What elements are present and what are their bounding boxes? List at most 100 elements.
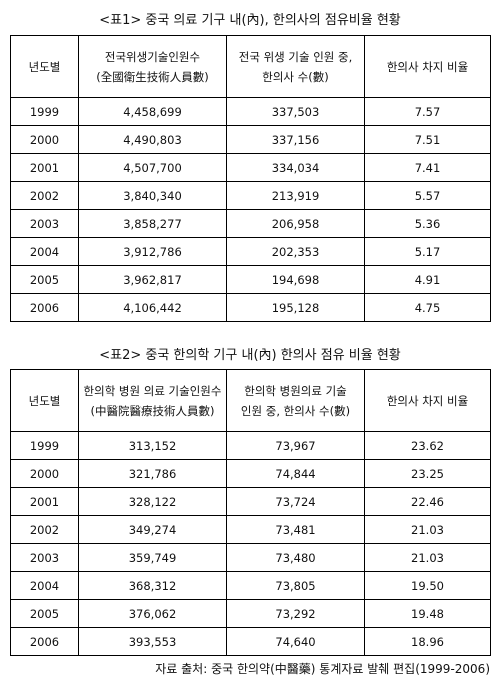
data-row: 2004 368,312 73,805 19.50 bbox=[10, 571, 491, 600]
header-text: 한의사 수(數) bbox=[262, 69, 329, 84]
header-text: 한의사 차지 비율 bbox=[386, 59, 469, 74]
cell: 337,156 bbox=[226, 125, 365, 154]
cell: 74,844 bbox=[226, 459, 365, 488]
cell: 359,749 bbox=[78, 543, 227, 572]
source-note: 자료 출처: 중국 한의약(中醫藥) 통계자료 발췌 편집(1999-2006) bbox=[155, 662, 490, 676]
cell: 73,480 bbox=[226, 543, 365, 572]
header-row: 년도별 한의학 병원 의료 기술인원수 (中醫院醫療技術人員數) 한의학 병원의료 기… bbox=[10, 369, 491, 432]
cell: 73,805 bbox=[226, 571, 365, 600]
header-text: 한의사 차지 비율 bbox=[386, 393, 469, 408]
cell: 4,458,699 bbox=[78, 97, 227, 126]
cell: 1999 bbox=[10, 97, 79, 126]
cell: 21.03 bbox=[364, 543, 491, 572]
data-row: 2006 393,553 74,640 18.96 bbox=[10, 627, 491, 656]
data-row: 2004 3,912,786 202,353 5.17 bbox=[10, 237, 491, 266]
cell: 18.96 bbox=[364, 627, 491, 656]
data-row: 1999 4,458,699 337,503 7.57 bbox=[10, 97, 491, 126]
cell: 2004 bbox=[10, 237, 79, 266]
cell: 3,962,817 bbox=[78, 265, 227, 294]
data-row: 2001 4,507,700 334,034 7.41 bbox=[10, 153, 491, 182]
cell: 2006 bbox=[10, 627, 79, 656]
table: 년도별 한의학 병원 의료 기술인원수 (中醫院醫療技術人員數) 한의학 병원의료 기… bbox=[10, 369, 491, 656]
cell: 328,122 bbox=[78, 487, 227, 516]
cell: 206,958 bbox=[226, 209, 365, 238]
header-cell: 한의사 차지 비율 bbox=[364, 35, 491, 98]
cell: 3,912,786 bbox=[78, 237, 227, 266]
header-text: 인원 중, 한의사 수(數) bbox=[240, 403, 351, 418]
header-text: 한의학 병원 의료 기술인원수 bbox=[83, 383, 222, 398]
cell: 2003 bbox=[10, 209, 79, 238]
data-row: 1999 313,152 73,967 23.62 bbox=[10, 431, 491, 460]
cell: 2005 bbox=[10, 599, 79, 628]
header-text: 전국위생기술인원수 bbox=[104, 49, 201, 64]
header-cell: 년도별 bbox=[10, 369, 79, 432]
cell: 4,490,803 bbox=[78, 125, 227, 154]
cell: 2000 bbox=[10, 459, 79, 488]
cell: 2001 bbox=[10, 487, 79, 516]
header-text: (全國衛生技術人員數) bbox=[96, 69, 209, 84]
data-row: 2005 3,962,817 194,698 4.91 bbox=[10, 265, 491, 294]
data-row: 2003 359,749 73,480 21.03 bbox=[10, 543, 491, 572]
cell: 7.51 bbox=[364, 125, 491, 154]
data-row: 2000 321,786 74,844 23.25 bbox=[10, 459, 491, 488]
cell: 7.41 bbox=[364, 153, 491, 182]
cell: 313,152 bbox=[78, 431, 227, 460]
data-row: 2002 3,840,340 213,919 5.57 bbox=[10, 181, 491, 210]
cell: 4,106,442 bbox=[78, 293, 227, 322]
cell: 368,312 bbox=[78, 571, 227, 600]
data-row: 2005 376,062 73,292 19.48 bbox=[10, 599, 491, 628]
table-body: 년도별 전국위생기술인원수 (全國衛生技術人員數) 전국 위생 기술 인원 중, 한의사… bbox=[10, 35, 491, 322]
cell: 73,724 bbox=[226, 487, 365, 516]
cell: 2005 bbox=[10, 265, 79, 294]
cell: 321,786 bbox=[78, 459, 227, 488]
cell: 3,858,277 bbox=[78, 209, 227, 238]
table: 년도별 전국위생기술인원수 (全國衛生技術人員數) 전국 위생 기술 인원 중, 한의사… bbox=[10, 35, 491, 322]
table-body: 년도별 한의학 병원 의료 기술인원수 (中醫院醫療技術人員數) 한의학 병원의료 기… bbox=[10, 369, 491, 656]
data-row: 2001 328,122 73,724 22.46 bbox=[10, 487, 491, 516]
cell: 73,292 bbox=[226, 599, 365, 628]
cell: 2006 bbox=[10, 293, 79, 322]
header-cell: 년도별 bbox=[10, 35, 79, 98]
cell: 5.17 bbox=[364, 237, 491, 266]
cell: 4,507,700 bbox=[78, 153, 227, 182]
header-text: 년도별 bbox=[28, 59, 61, 74]
header-text: 년도별 bbox=[28, 393, 61, 408]
cell: 2002 bbox=[10, 181, 79, 210]
cell: 337,503 bbox=[226, 97, 365, 126]
header-cell: 전국 위생 기술 인원 중, 한의사 수(數) bbox=[226, 35, 365, 98]
cell: 349,274 bbox=[78, 515, 227, 544]
cell: 393,553 bbox=[78, 627, 227, 656]
header-cell: 전국위생기술인원수 (全國衛生技術人員數) bbox=[78, 35, 227, 98]
cell: 74,640 bbox=[226, 627, 365, 656]
cell: 4.91 bbox=[364, 265, 491, 294]
data-row: 2002 349,274 73,481 21.03 bbox=[10, 515, 491, 544]
cell: 213,919 bbox=[226, 181, 365, 210]
cell: 22.46 bbox=[364, 487, 491, 516]
data-row: 2003 3,858,277 206,958 5.36 bbox=[10, 209, 491, 238]
data-row: 2000 4,490,803 337,156 7.51 bbox=[10, 125, 491, 154]
cell: 3,840,340 bbox=[78, 181, 227, 210]
data-row: 2006 4,106,442 195,128 4.75 bbox=[10, 293, 491, 322]
cell: 73,967 bbox=[226, 431, 365, 460]
cell: 194,698 bbox=[226, 265, 365, 294]
cell: 2001 bbox=[10, 153, 79, 182]
cell: 2003 bbox=[10, 543, 79, 572]
header-cell: 한의사 차지 비율 bbox=[364, 369, 491, 432]
header-row: 년도별 전국위생기술인원수 (全國衛生技術人員數) 전국 위생 기술 인원 중, 한의사… bbox=[10, 35, 491, 98]
cell: 19.50 bbox=[364, 571, 491, 600]
cell: 334,034 bbox=[226, 153, 365, 182]
header-text: (中醫院醫療技術人員數) bbox=[90, 403, 215, 418]
cell: 73,481 bbox=[226, 515, 365, 544]
cell: 1999 bbox=[10, 431, 79, 460]
table-title: <표1> 중국 의료 기구 내(內), 한의사의 점유비율 현황 bbox=[99, 13, 401, 28]
header-text: 전국 위생 기술 인원 중, bbox=[238, 49, 353, 64]
cell: 23.62 bbox=[364, 431, 491, 460]
cell: 376,062 bbox=[78, 599, 227, 628]
header-text: 한의학 병원의료 기술 bbox=[244, 383, 347, 398]
cell: 23.25 bbox=[364, 459, 491, 488]
cell: 5.57 bbox=[364, 181, 491, 210]
cell: 21.03 bbox=[364, 515, 491, 544]
cell: 7.57 bbox=[364, 97, 491, 126]
